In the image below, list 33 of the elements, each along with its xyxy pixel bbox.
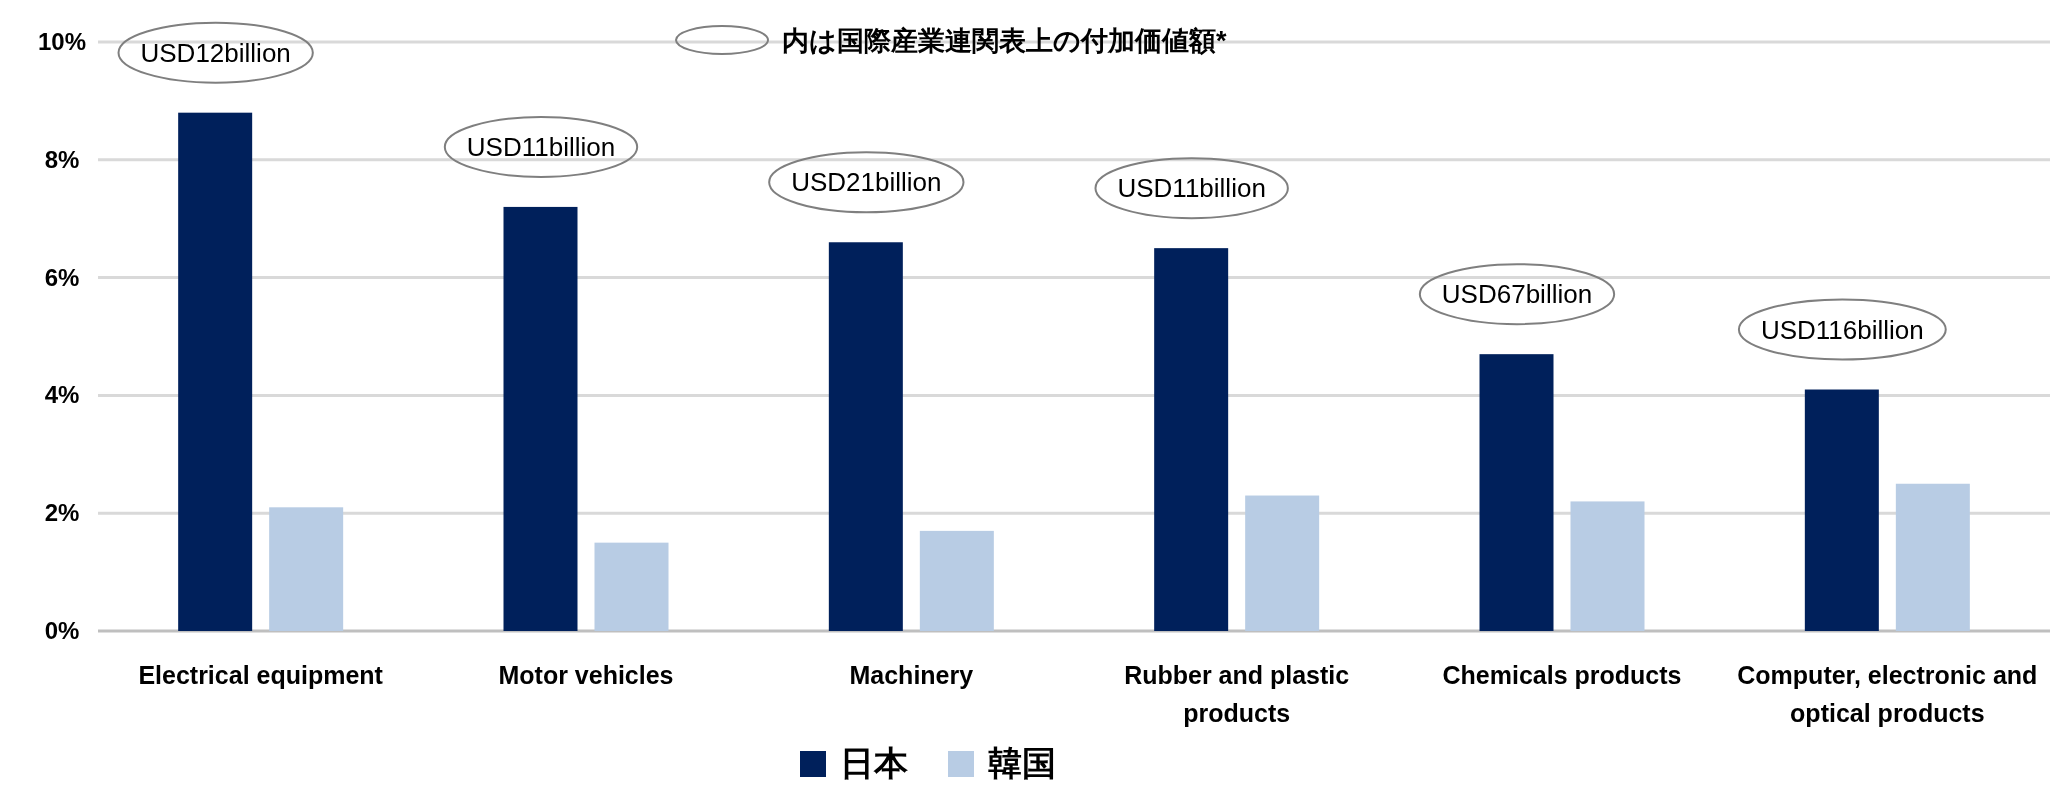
bar (1154, 248, 1229, 631)
y-tick-label: 4% (44, 381, 80, 409)
y-tick-label: 8% (44, 145, 80, 173)
legend-label: 韓国 (988, 744, 1056, 782)
annotation: USD11billion (466, 131, 616, 162)
x-tick-label: Machinery (849, 661, 974, 689)
bar (1245, 495, 1320, 631)
bar (1570, 501, 1645, 631)
x-tick-label: Motor vehicles (498, 661, 674, 689)
annotation: 内は国際産業連関表上の付加価値額* (782, 26, 1227, 56)
bar (1804, 389, 1879, 631)
y-tick-label: 2% (44, 499, 80, 527)
x-tick-label: Rubber and plastic products (1124, 661, 1350, 727)
bar (594, 542, 669, 631)
x-tick-label: Computer, electronic and optical products (1737, 661, 2038, 727)
bar (1895, 483, 1970, 631)
annotation: USD12billion (140, 37, 291, 68)
x-tick-label: Chemicals products (1442, 661, 1682, 689)
annotation: USD21billion (791, 167, 942, 198)
bar (919, 530, 994, 631)
bar (503, 206, 578, 631)
bar (269, 507, 344, 631)
annotation: USD116billion (1760, 314, 1924, 345)
annotation: USD11billion (1117, 173, 1266, 204)
bar (178, 112, 253, 631)
legend-label: 日本 (840, 744, 909, 782)
y-tick-label: 6% (44, 263, 80, 291)
bar (828, 242, 903, 631)
y-tick-label: 0% (44, 617, 80, 644)
x-tick-label: Electrical equipment (138, 661, 384, 689)
y-tick-label: 10% (37, 28, 87, 55)
annotation: USD67billion (1441, 279, 1593, 310)
bar (1479, 354, 1554, 631)
